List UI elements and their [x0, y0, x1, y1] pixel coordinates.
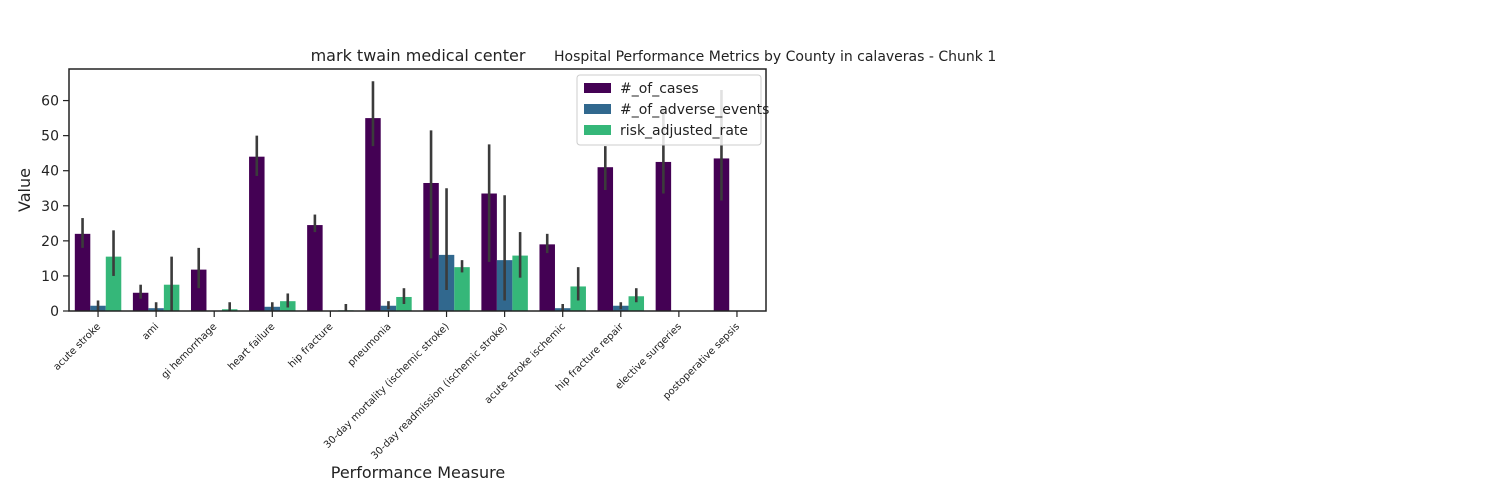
y-tick-label-0: 0 — [50, 304, 59, 320]
bar-of-cases-10 — [655, 161, 672, 311]
y-axis: 0 10 20 30 40 50 60 — [41, 94, 69, 320]
bar-risk-adjusted-rate-7 — [512, 255, 528, 311]
x-tick-label-1: ami — [140, 321, 161, 342]
figure-suptitle: Hospital Performance Metrics by County i… — [554, 49, 996, 65]
x-tick-label-4: hip fracture — [287, 321, 336, 370]
bar-of-cases-4 — [307, 225, 323, 311]
chart-title: mark twain medical center — [311, 46, 526, 65]
x-tick-label-0: acute stroke — [52, 321, 104, 373]
legend-label-risk-adjusted-rate: risk_adjusted_rate — [620, 123, 748, 139]
legend: #_of_cases #_of_adverse_events risk_adjust… — [576, 74, 769, 146]
x-tick-label-6: 30-day mortality (ischemic stroke) — [322, 321, 452, 451]
y-tick-label-6: 60 — [41, 94, 59, 110]
legend-swatch-of-adverse-events — [584, 104, 611, 114]
x-axis-label: Performance Measure — [331, 463, 505, 482]
bar-of-cases-11 — [713, 158, 730, 311]
legend-swatch-of-cases — [584, 83, 611, 93]
y-tick-label-5: 50 — [41, 129, 59, 145]
bar-of-cases-9 — [597, 167, 614, 311]
bar-of-cases-8 — [539, 244, 555, 311]
y-tick-label-3: 30 — [41, 199, 59, 215]
y-axis-label: Value — [15, 168, 34, 212]
bar-of-cases-2 — [190, 269, 207, 311]
bar-risk-adjusted-rate-9 — [628, 296, 645, 311]
legend-swatch-risk-adjusted-rate — [584, 125, 611, 135]
y-tick-label-4: 40 — [41, 164, 59, 180]
bar-risk-adjusted-rate-0 — [105, 256, 122, 311]
bar-of-cases-3 — [249, 156, 265, 311]
y-tick-label-1: 10 — [41, 269, 59, 285]
legend-box — [576, 74, 762, 146]
plot-frame — [68, 68, 767, 312]
bar-of-cases-1 — [132, 292, 149, 311]
bars-layer — [74, 118, 730, 311]
x-tick-label-2: gi hemorrhage — [160, 321, 220, 381]
bar-of-cases-0 — [74, 233, 91, 311]
legend-label-of-adverse-events: #_of_adverse_events — [620, 102, 769, 118]
x-tick-label-3: heart failure — [226, 321, 277, 372]
bar-risk-adjusted-rate-6 — [454, 267, 470, 311]
bar-of-cases-5 — [365, 118, 381, 311]
y-tick-label-2: 20 — [41, 234, 59, 250]
legend-label-of-cases: #_of_cases — [620, 81, 699, 97]
x-tick-label-5: pneumonia — [346, 321, 394, 369]
